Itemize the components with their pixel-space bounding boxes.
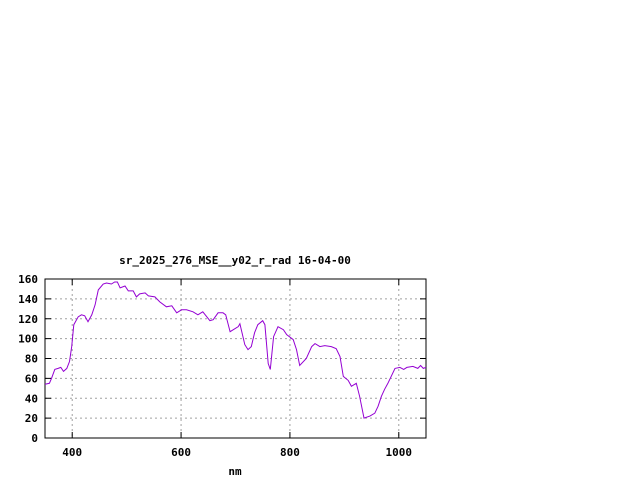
x-tick-label: 400 (62, 446, 82, 459)
y-tick-label: 60 (25, 372, 38, 385)
x-tick-label: 800 (280, 446, 300, 459)
y-tick-label: 160 (18, 273, 38, 286)
ticks: 0 20 40 60 80 100 120 140 160 400 600 800 1000 (18, 273, 426, 459)
chart-title: sr_2025_276_MSE__y02_r_rad 16-04-00 (119, 254, 351, 267)
x-tick-label: 1000 (386, 446, 413, 459)
x-axis-label: nm (228, 465, 242, 478)
y-tick-label: 100 (18, 333, 38, 346)
grid (45, 279, 426, 438)
series-line (44, 281, 427, 419)
y-tick-label: 40 (25, 392, 38, 405)
y-tick-label: 0 (31, 432, 38, 445)
y-tick-label: 80 (25, 353, 38, 366)
y-tick-label: 120 (18, 313, 38, 326)
x-tick-label: 600 (171, 446, 191, 459)
y-tick-label: 20 (25, 412, 38, 425)
y-tick-label: 140 (18, 293, 38, 306)
